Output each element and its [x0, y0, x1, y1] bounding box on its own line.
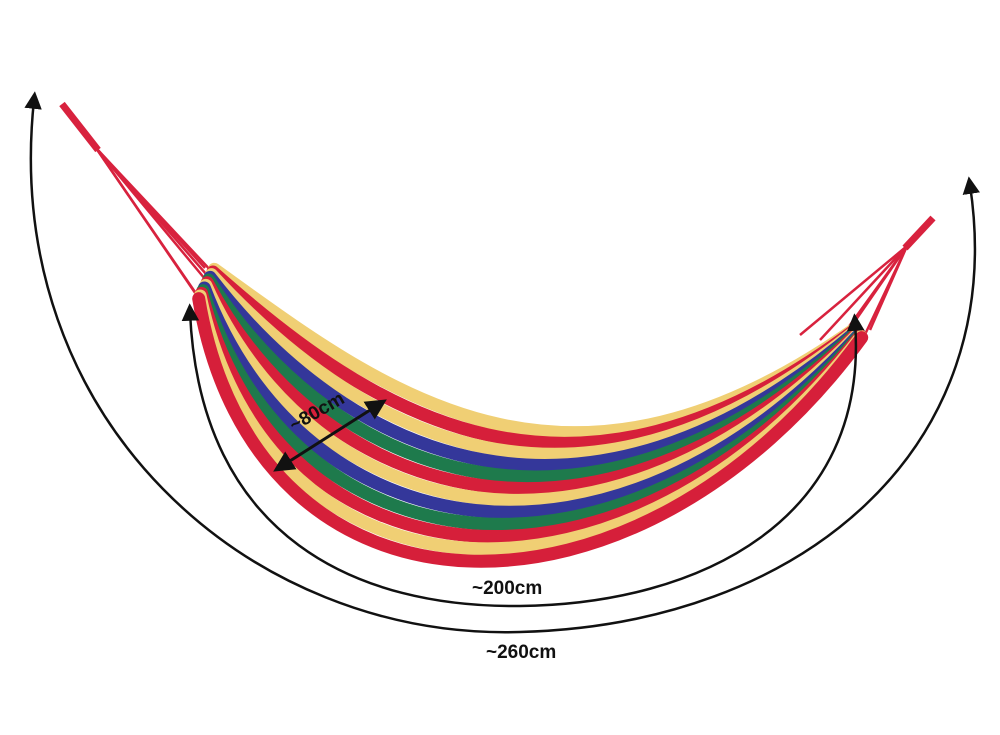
rope-string — [868, 245, 909, 331]
bed-length-label: ~200cm — [472, 578, 543, 599]
hammock-fabric — [192, 262, 869, 568]
rope-knot — [59, 101, 101, 153]
rope-string — [819, 245, 908, 341]
rope-string — [95, 147, 221, 291]
right-ropes — [799, 215, 936, 351]
left-ropes — [59, 101, 221, 301]
width-arrow — [273, 399, 387, 472]
rope-string — [94, 147, 197, 293]
total-length-label: ~260cm — [486, 642, 557, 663]
bed-length-arc — [181, 303, 865, 608]
rope-knot — [902, 215, 936, 251]
fabric-stripe — [192, 292, 869, 568]
total-length-arc — [24, 91, 980, 634]
